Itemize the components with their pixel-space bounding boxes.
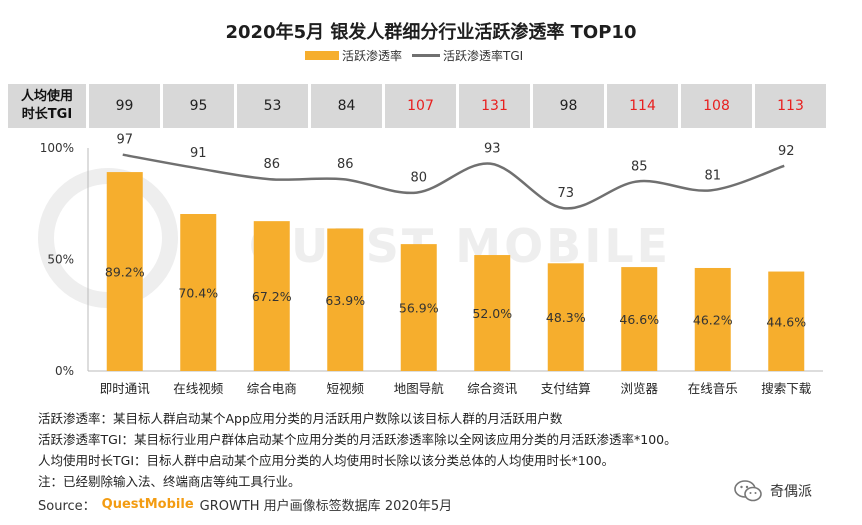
bar-value-label: 52.0% [472,306,512,321]
footnote: 活跃渗透率：某目标人群启动某个App应用分类的月活跃用户数除以该目标人群的月活跃… [38,411,563,426]
bar-value-label: 56.9% [399,301,439,316]
bar-value-label: 70.4% [178,286,218,301]
footnote: 活跃渗透率TGI：某目标行业用户群体启动某个应用分类的月活跃渗透率除以全网该应用… [38,432,677,447]
bar [694,267,731,371]
line-value-label: 86 [337,157,354,172]
bar-value-label: 48.3% [546,310,586,325]
duration-tgi-value: 131 [459,84,530,128]
duration-tgi-header: 人均使用 时长TGI [8,84,86,128]
bar-value-label: 46.2% [693,312,733,327]
x-tick-label: 搜索下载 [761,381,812,396]
bar-value-label: 89.2% [105,265,145,280]
duration-tgi-value: 84 [311,84,382,128]
duration-tgi-value: 99 [89,84,160,128]
legend-line-label: 活跃渗透率TGI [443,48,524,63]
bar [180,214,217,371]
source-line: Source： QuestMobile GROWTH 用户画像标签数据库 202… [38,495,452,514]
x-tick-label: 支付结算 [541,381,591,396]
duration-tgi-value: 98 [533,84,604,128]
x-tick-label: 综合电商 [247,381,297,396]
legend-bar-label: 活跃渗透率 [342,48,403,63]
source-prefix: Source： [38,499,96,514]
duration-tgi-header-line2: 时长TGI [21,107,73,122]
line-value-label: 91 [190,146,207,161]
chart-legend: 活跃渗透率 活跃渗透率TGI [305,47,523,63]
duration-tgi-header-line1: 人均使用 [20,89,73,104]
footnotes: 活跃渗透率：某目标人群启动某个App应用分类的月活跃用户数除以该目标人群的月活跃… [38,408,677,492]
tgi-line-series [122,153,785,210]
wechat-account: 奇偶派 [734,480,812,502]
y-tick-label: 0% [55,364,74,378]
legend-bar-swatch [305,50,339,60]
watermark-text: QUEST MOBILE [249,219,671,273]
y-tick-label: 50% [47,253,74,267]
line-value-label: 80 [410,171,427,186]
duration-tgi-value: 113 [755,84,826,128]
y-tick-label: 100% [40,141,74,155]
wechat-icon [734,480,762,502]
line-value-label: 73 [557,186,574,201]
bar [474,255,511,371]
wechat-account-name: 奇偶派 [770,484,812,500]
duration-tgi-value: 114 [607,84,678,128]
legend-line-swatch [412,53,441,57]
x-tick-label: 综合资讯 [467,381,518,396]
bar-value-label: 46.6% [619,312,659,327]
bar [547,263,584,371]
x-tick-label: 在线音乐 [688,381,738,396]
footnote: 注：已经剔除输入法、终端商店等纯工具行业。 [38,474,301,489]
bar-value-label: 44.6% [766,314,806,329]
footnote: 人均使用时长TGI：目标人群中启动某个应用分类的人均使用时长除以该分类总体的人均… [38,453,615,468]
bar [400,244,437,371]
duration-tgi-value: 95 [163,84,234,128]
line-value-label: 93 [484,142,501,157]
duration-tgi-value: 107 [385,84,456,128]
line-value-label: 81 [704,168,721,183]
chart-canvas: QUEST MOBILE 100% 50% 0% 89.2% 即时通讯 70.4% 在线视频 6… [38,133,823,396]
bar [106,172,143,371]
x-tick-label: 地图导航 [394,381,445,396]
bar [621,267,658,371]
duration-tgi-row: 人均使用 时长TGI 99 95 53 84 107 131 98 114 108 113 [8,84,826,128]
bar-value-label: 67.2% [252,289,292,304]
bar [327,228,364,371]
duration-tgi-cells: 99 95 53 84 107 131 98 114 108 113 [89,84,826,128]
line-value-label: 92 [778,144,795,159]
bar [253,221,290,371]
x-tick-label: 短视频 [326,381,364,396]
x-tick-label: 在线视频 [173,381,224,396]
bar [768,271,805,371]
x-tick-label: 即时通讯 [100,381,151,396]
line-value-label: 97 [116,133,133,148]
line-value-label: 85 [631,159,648,174]
source-brand: QuestMobile [101,497,194,512]
chart-title: 2020年5月 银发人群细分行业活跃渗透率 TOP10 [225,22,637,43]
source-suffix: GROWTH 用户画像标签数据库 2020年5月 [199,499,453,514]
duration-tgi-value: 108 [681,84,752,128]
line-value-label: 86 [263,157,280,172]
bar-value-label: 63.9% [325,293,365,308]
x-tick-label: 浏览器 [620,381,658,396]
duration-tgi-value: 53 [237,84,308,128]
